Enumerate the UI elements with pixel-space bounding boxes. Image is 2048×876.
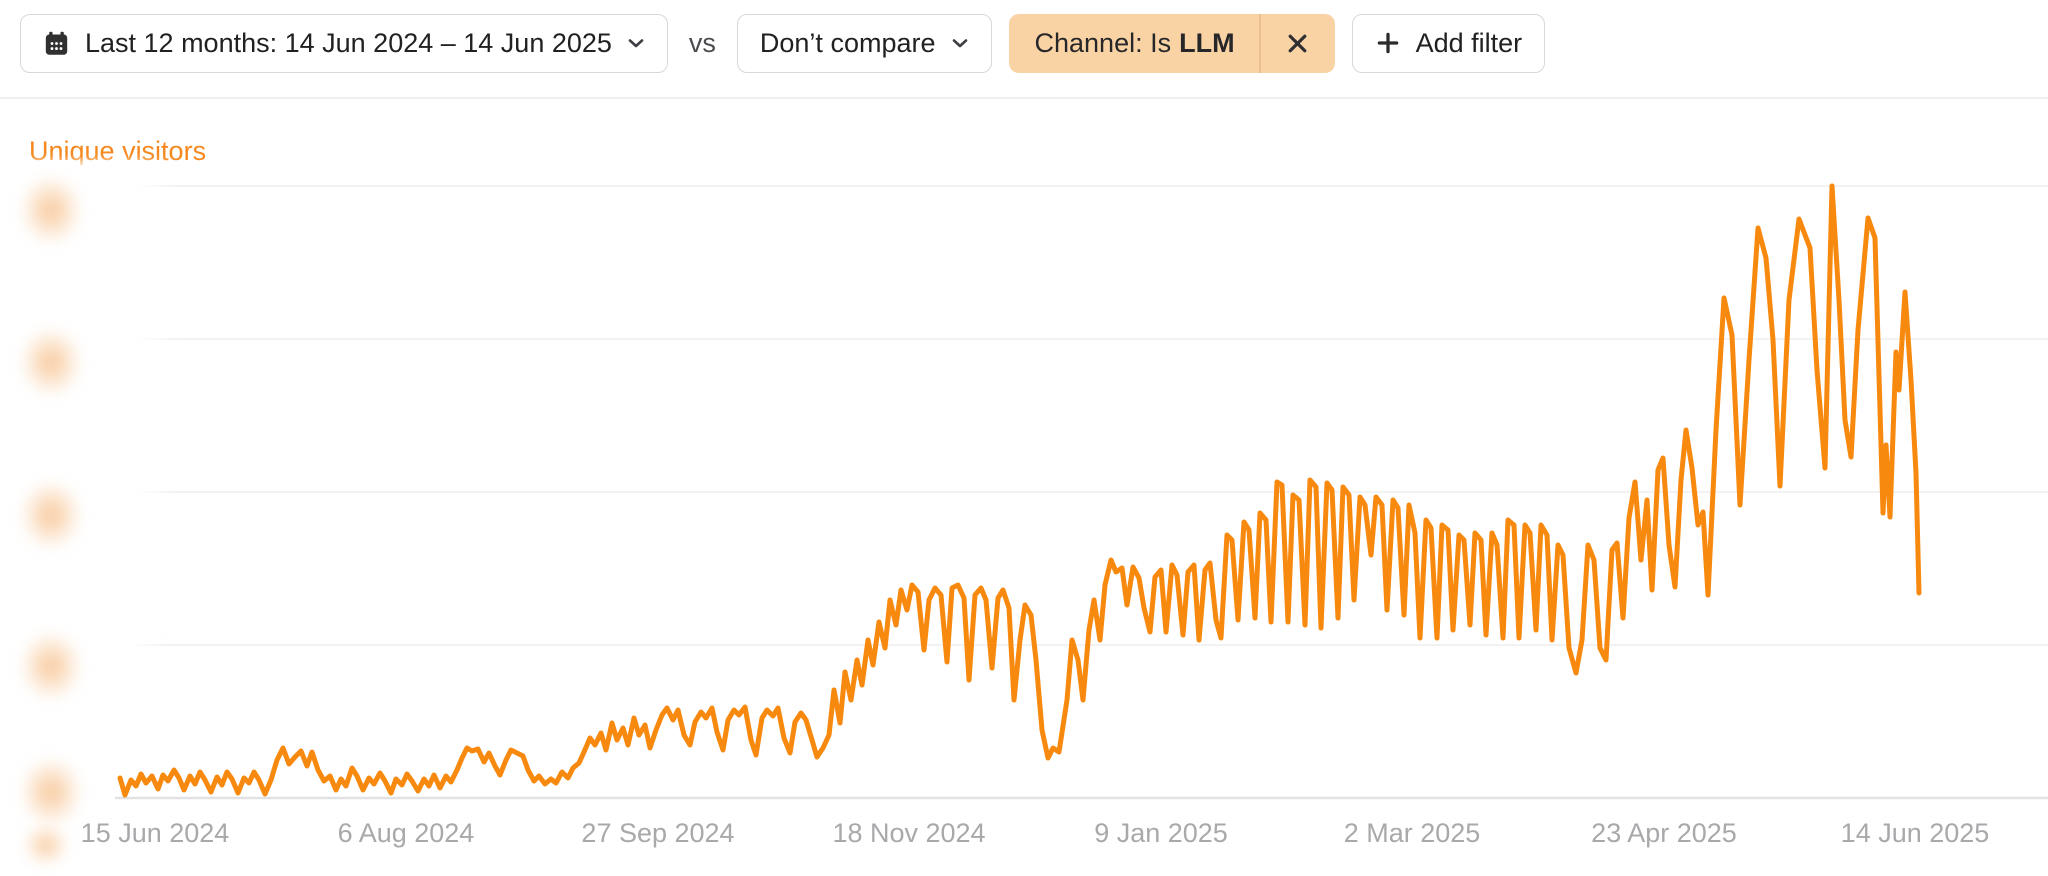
vs-label: vs [688, 27, 716, 58]
redacted-y-axis-label-smear [16, 162, 182, 210]
compare-button[interactable]: Don’t compare [736, 13, 992, 73]
redacted-y-axis-label-smear [16, 315, 182, 363]
chevron-down-icon [628, 39, 644, 48]
chevron-down-icon [952, 39, 967, 48]
remove-filter-button[interactable] [1261, 14, 1335, 73]
redacted-y-axis-label [20, 480, 82, 550]
x-axis-tick-label: 15 Jun 2024 [80, 818, 230, 848]
filter-chip-value: LLM [1179, 27, 1235, 58]
x-axis-tick-label: 9 Jan 2025 [1094, 818, 1228, 848]
plus-icon [1377, 32, 1398, 54]
close-icon [1288, 34, 1307, 52]
redacted-y-axis-label-smear [16, 468, 182, 516]
metric-unique-visitors[interactable]: Unique visitors [29, 136, 207, 166]
redacted-y-axis-label [24, 825, 68, 865]
x-axis-tick-label: 23 Apr 2025 [1591, 818, 1737, 848]
filter-chip-divider [1258, 13, 1261, 73]
add-filter-label: Add filter [1415, 27, 1523, 58]
x-axis-tick-label: 2 Mar 2025 [1343, 818, 1481, 848]
filter-chip-label: Channel: Is LLM [1009, 14, 1259, 73]
filter-chip-prefix: Channel: Is [1034, 27, 1172, 58]
x-axis-tick-label: 14 Jun 2025 [1840, 818, 1990, 848]
x-axis-tick-label: 6 Aug 2024 [337, 818, 475, 848]
add-filter-button[interactable]: Add filter [1351, 13, 1546, 73]
x-axis-tick-label: 27 Sep 2024 [581, 818, 735, 848]
date-range-button[interactable]: Last 12 months: 14 Jun 2024 – 14 Jun 202… [20, 13, 668, 73]
redacted-y-axis-label [20, 631, 82, 701]
redacted-y-axis-label-smear [16, 774, 108, 822]
date-range-label: Last 12 months: 14 Jun 2024 – 14 Jun 202… [85, 27, 612, 58]
redacted-y-axis-label-smear [16, 621, 172, 669]
calendar-icon [45, 31, 68, 55]
visitors-line-series [117, 183, 1922, 798]
x-axis-tick-label: 18 Nov 2024 [832, 818, 986, 848]
redacted-y-axis-label [20, 757, 82, 827]
filter-chip-channel[interactable]: Channel: Is LLM [1008, 13, 1335, 73]
filter-toolbar: Last 12 months: 14 Jun 2024 – 14 Jun 202… [0, 0, 2048, 86]
redacted-y-axis-label [20, 327, 82, 397]
toolbar-divider [0, 97, 2048, 99]
redacted-y-axis-label [20, 175, 82, 245]
compare-label: Don’t compare [759, 27, 936, 58]
